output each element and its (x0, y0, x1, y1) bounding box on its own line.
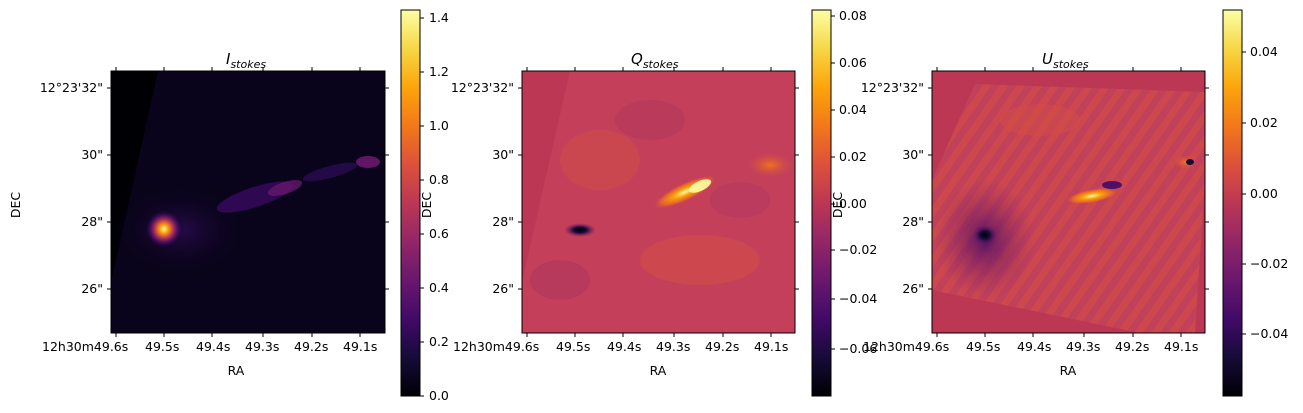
panel-q-image (522, 71, 795, 333)
svg-text:12h30m49.6s: 12h30m49.6s (42, 339, 128, 354)
svg-text:12h30m49.6s: 12h30m49.6s (863, 339, 949, 354)
svg-text:49.1s: 49.1s (754, 339, 788, 354)
panel-i-xtick-labels: 12h30m49.6s 49.5s 49.4s 49.3s 49.2s 49.1… (42, 339, 377, 354)
colorbar-q (811, 9, 832, 397)
svg-text:0.08: 0.08 (839, 8, 867, 23)
svg-text:−0.02: −0.02 (1250, 256, 1288, 271)
svg-text:0.6: 0.6 (429, 226, 449, 241)
svg-text:26": 26" (81, 281, 103, 296)
panel-i-frame (110, 70, 386, 334)
panel-q-ylabel: DEC (419, 192, 434, 219)
svg-text:0.06: 0.06 (839, 55, 867, 70)
svg-text:49.2s: 49.2s (1115, 339, 1149, 354)
colorbar-q-ticks: −0.06 −0.04 −0.02 0.00 0.02 0.04 0.06 0.… (831, 8, 877, 356)
svg-text:49.2s: 49.2s (294, 339, 328, 354)
svg-text:0.00: 0.00 (1250, 186, 1278, 201)
svg-text:49.4s: 49.4s (1017, 339, 1051, 354)
panel-i-xlabel: RA (228, 363, 245, 378)
panel-u-title: Ustokes (1042, 50, 1089, 71)
panel-q-title: Qstokes (631, 50, 679, 71)
svg-text:49.3s: 49.3s (245, 339, 279, 354)
svg-text:0.2: 0.2 (429, 334, 449, 349)
svg-text:28": 28" (902, 214, 924, 229)
colorbar-i-ticks: 0.0 0.2 0.4 0.6 0.8 1.0 1.2 1.4 (420, 10, 449, 403)
svg-text:1.2: 1.2 (429, 64, 449, 79)
svg-text:0.04: 0.04 (839, 102, 867, 117)
svg-text:30": 30" (81, 147, 103, 162)
svg-text:26": 26" (492, 281, 514, 296)
panel-u-ytick-labels: 12°23'32" 30" 28" 26" (861, 80, 924, 296)
panel-u-ticks (928, 67, 1209, 337)
svg-text:30": 30" (902, 147, 924, 162)
panel-u-xlabel: RA (1060, 363, 1077, 378)
svg-text:49.3s: 49.3s (656, 339, 690, 354)
svg-text:−0.06: −0.06 (839, 341, 877, 356)
panel-q-ticks (518, 67, 799, 337)
colorbar-u (1222, 9, 1243, 397)
svg-text:49.1s: 49.1s (343, 339, 377, 354)
svg-text:1.0: 1.0 (429, 118, 449, 133)
svg-text:−0.04: −0.04 (839, 291, 877, 306)
svg-text:12°23'32": 12°23'32" (40, 80, 103, 95)
svg-text:49.4s: 49.4s (607, 339, 641, 354)
svg-text:−0.04: −0.04 (1250, 326, 1288, 341)
panel-i-title: Istokes (226, 50, 266, 71)
panel-q-ytick-labels: 12°23'32" 30" 28" 26" (451, 80, 514, 296)
svg-text:49.5s: 49.5s (966, 339, 1000, 354)
colorbar-i (400, 9, 421, 397)
panel-i-image (111, 71, 385, 333)
svg-text:26": 26" (902, 281, 924, 296)
svg-text:49.4s: 49.4s (196, 339, 230, 354)
svg-text:0.8: 0.8 (429, 172, 449, 187)
panel-u-frame (931, 70, 1206, 334)
svg-text:0.4: 0.4 (429, 280, 449, 295)
svg-text:49.1s: 49.1s (1164, 339, 1198, 354)
svg-text:30": 30" (492, 147, 514, 162)
svg-text:0.02: 0.02 (1250, 115, 1278, 130)
panel-q-xtick-labels: 12h30m49.6s 49.5s 49.4s 49.3s 49.2s 49.1… (453, 339, 788, 354)
svg-text:12°23'32": 12°23'32" (451, 80, 514, 95)
panel-i-ticks (107, 67, 389, 337)
svg-text:12h30m49.6s: 12h30m49.6s (453, 339, 539, 354)
panel-u-ylabel: DEC (830, 192, 845, 219)
panel-i-ylabel: DEC (8, 192, 23, 219)
svg-text:12°23'32": 12°23'32" (861, 80, 924, 95)
svg-text:0.0: 0.0 (429, 388, 449, 403)
panel-i-ytick-labels: 12°23'32" 30" 28" 26" (40, 80, 103, 296)
svg-text:28": 28" (81, 214, 103, 229)
svg-text:0.02: 0.02 (839, 149, 867, 164)
panel-q-xlabel: RA (650, 363, 667, 378)
svg-text:28": 28" (492, 214, 514, 229)
svg-text:0.04: 0.04 (1250, 44, 1278, 59)
svg-text:−0.02: −0.02 (839, 242, 877, 257)
svg-text:1.4: 1.4 (429, 10, 449, 25)
svg-text:49.5s: 49.5s (556, 339, 590, 354)
svg-text:0.00: 0.00 (839, 196, 867, 211)
panel-u-image (932, 71, 1205, 333)
svg-text:49.3s: 49.3s (1066, 339, 1100, 354)
svg-text:49.2s: 49.2s (705, 339, 739, 354)
colorbar-u-ticks: −0.04 −0.02 0.00 0.02 0.04 (1242, 44, 1288, 341)
panel-u-xtick-labels: 12h30m49.6s 49.5s 49.4s 49.3s 49.2s 49.1… (863, 339, 1198, 354)
panel-q-frame (521, 70, 796, 334)
svg-text:49.5s: 49.5s (145, 339, 179, 354)
